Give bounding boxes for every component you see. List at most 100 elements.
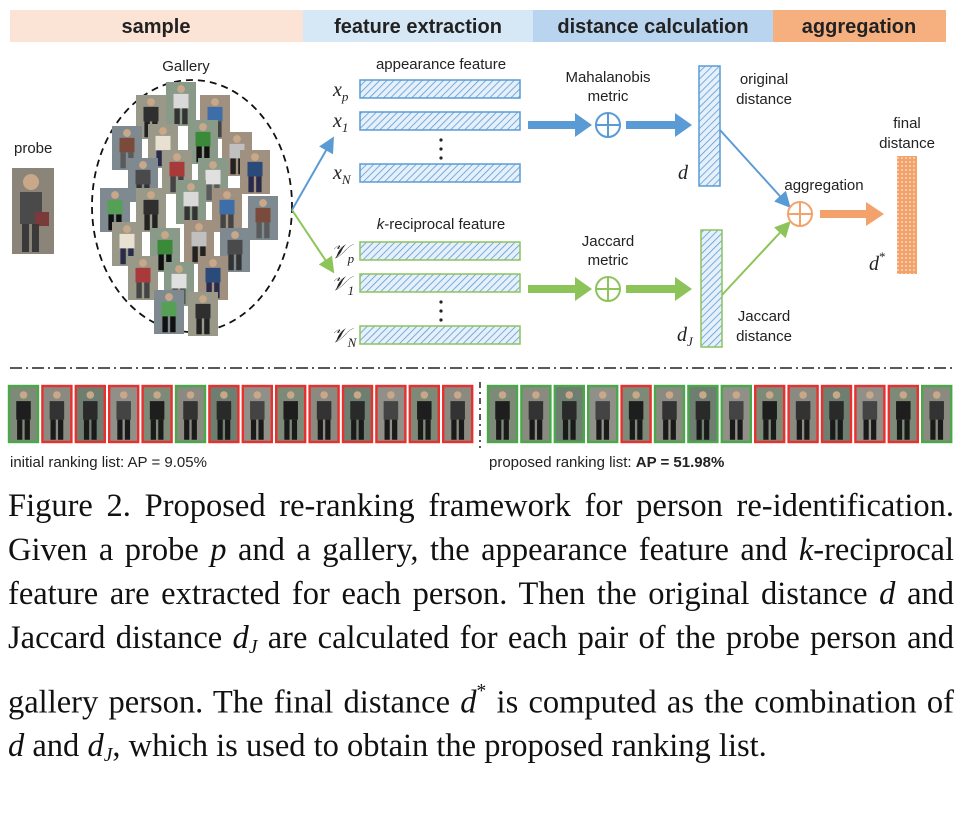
appearance-feature-title: appearance feature: [376, 56, 506, 73]
ranking-border-red: [787, 384, 819, 444]
kreciprocal-feature-row-n: 𝒱N: [331, 325, 521, 350]
ranking-border-red: [408, 384, 440, 444]
ranking-thumbnail: [887, 384, 919, 444]
original-distance-symbol: d: [678, 162, 689, 184]
jaccard-metric-label-line2: metric: [588, 252, 629, 269]
aggregation-label: aggregation: [784, 177, 863, 194]
gallery-thumbnail: [188, 120, 218, 164]
ranking-border-green: [720, 384, 752, 444]
framework-diagram: sample feature extraction distance calcu…: [7, 10, 956, 471]
aggregation-oplus-icon: [787, 201, 813, 227]
figure-caption: Figure 2. Proposed re-ranking framework …: [8, 484, 954, 778]
proposed-ranking-label: proposed ranking list: AP = 51.98%: [489, 454, 724, 471]
final-distance-label-line2: distance: [879, 135, 935, 152]
arrow-to-jaccard-metric: [528, 277, 592, 301]
proposed-ranking-list: [486, 384, 953, 444]
kreciprocal-feature-row-p: 𝒱p: [331, 241, 521, 266]
ranking-thumbnail: [820, 384, 853, 444]
ranking-border-green: [520, 384, 552, 444]
original-distance-label-line2: distance: [736, 91, 792, 108]
ranking-thumbnail: [141, 384, 173, 444]
gallery-ellipse: [91, 79, 293, 333]
initial-ranking-label: initial ranking list: AP = 9.05%: [10, 454, 207, 471]
stage-label-distance: distance calculation: [557, 16, 748, 38]
caption-text: Proposed re-ranking framework for person…: [8, 488, 954, 568]
probe-image: [12, 168, 54, 254]
ranking-thumbnail: [408, 384, 440, 444]
jaccard-distance-label-line1: Jaccard: [738, 308, 791, 325]
caption-math-dj: d: [87, 728, 104, 765]
stage-bar-aggregation: [773, 10, 946, 42]
final-distance-bar: [897, 156, 917, 274]
gallery-label: Gallery: [162, 58, 210, 75]
mahalanobis-label-line2: metric: [588, 88, 629, 105]
ranking-border-red: [854, 384, 886, 444]
arrow-original-to-aggregation: [719, 129, 791, 208]
probe-label: probe: [14, 140, 52, 157]
ranking-thumbnail: [107, 384, 140, 444]
jaccard-metric-label-line1: Jaccard: [582, 233, 635, 250]
arrow-to-original-distance: [626, 113, 692, 137]
kreciprocal-feature-row-1: 𝒱1: [331, 273, 521, 298]
kreciprocal-ellipsis: [439, 300, 443, 322]
ranking-border-green: [587, 384, 619, 444]
initial-ranking-list: [7, 384, 474, 444]
ranking-border-red: [308, 384, 340, 444]
stage-label-feature: feature extraction: [334, 16, 502, 38]
ranking-border-red: [442, 384, 474, 444]
caption-math-dj: d: [232, 620, 249, 656]
gallery-thumbnail: [220, 228, 250, 272]
ranking-thumbnail: [375, 384, 407, 444]
gallery-thumbnail: [188, 292, 218, 336]
kreciprocal-symbol-p: 𝒱p: [331, 241, 355, 266]
ranking-thumbnail: [174, 384, 207, 444]
ranking-thumbnail: [74, 384, 107, 444]
gallery-thumbnail: [212, 188, 242, 232]
ranking-border-red: [275, 384, 307, 444]
appearance-feature-row-1: x1: [332, 110, 521, 135]
caption-math-star: *: [476, 680, 487, 702]
gallery-thumbnail: [166, 82, 196, 126]
appearance-symbol-1: x1: [332, 110, 348, 135]
jaccard-distance-symbol: dJ: [677, 324, 694, 349]
original-distance-bar: [698, 65, 721, 187]
appearance-symbol-n: xN: [332, 162, 352, 187]
ranking-border-red: [41, 384, 73, 444]
gallery-thumbnail: [128, 256, 158, 300]
gallery-thumbnail: [240, 150, 270, 194]
caption-math-d: d: [879, 576, 896, 612]
kreciprocal-feature-title: k-reciprocal feature: [377, 216, 505, 233]
gallery-thumbnail: [176, 180, 206, 224]
ranking-border-green: [486, 384, 519, 444]
ranking-thumbnail: [787, 384, 819, 444]
appearance-ellipsis: [439, 138, 443, 160]
caption-math-p: p: [210, 532, 227, 568]
caption-math-j: J: [248, 636, 258, 658]
ranking-thumbnail: [854, 384, 886, 444]
original-distance-label-line1: original: [740, 71, 788, 88]
gallery-thumbnail: [154, 290, 184, 334]
ranking-thumbnail: [41, 384, 73, 444]
caption-text: and Jaccard distance: [8, 576, 955, 656]
branch-arrow-kreciprocal: [291, 209, 335, 274]
ranking-border-green: [687, 384, 719, 444]
stage-bar-sample: [10, 10, 303, 42]
ranking-thumbnail: [208, 384, 240, 444]
ranking-border-green: [7, 384, 40, 444]
caption-text: , which is used to obtain the proposed r…: [112, 728, 767, 765]
final-distance-label-line1: final: [893, 115, 921, 132]
gallery-thumbnail: [248, 196, 278, 240]
arrow-to-mahalanobis: [528, 113, 592, 137]
ranking-border-red: [141, 384, 173, 444]
mahalanobis-oplus-icon: [595, 112, 621, 138]
caption-text: are calculated for each pair of the prob…: [8, 620, 955, 721]
ranking-border-red: [620, 384, 652, 444]
appearance-feature-row-n: xN: [332, 162, 521, 187]
stage-label-aggregation: aggregation: [802, 16, 916, 38]
caption-text: is computed as the combination of: [486, 684, 954, 721]
caption-text: -reciprocal feature are extracted for ea…: [8, 532, 954, 612]
ranking-border-green: [174, 384, 207, 444]
gallery-thumbnails: [100, 82, 278, 336]
ranking-thumbnail: [921, 384, 953, 444]
ranking-thumbnail: [275, 384, 307, 444]
